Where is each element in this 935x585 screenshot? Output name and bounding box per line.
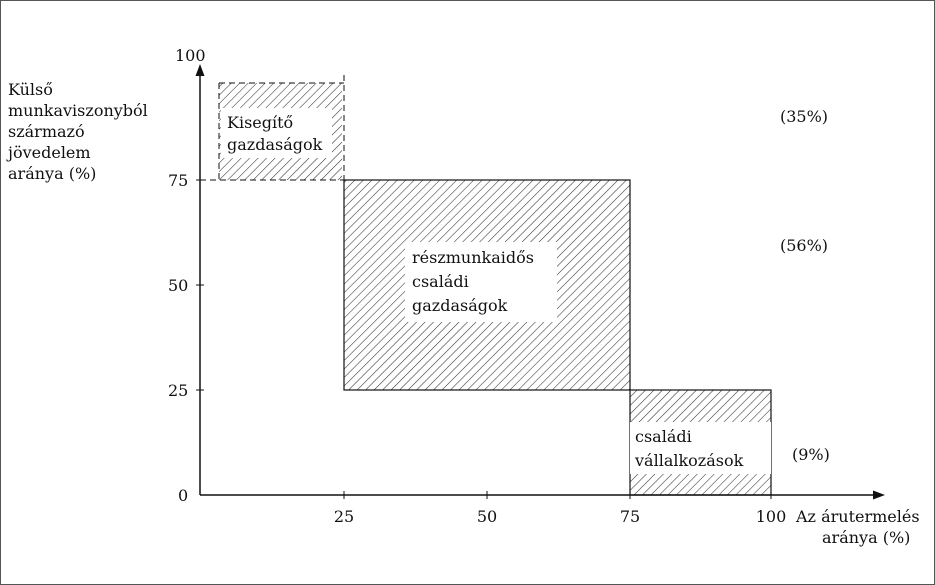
y-axis-title-line-2: munkaviszonyból [8,101,148,120]
y-axis-top-value: 100 [175,46,206,65]
y-tick-label-75: 75 [168,171,188,190]
region-reszmunkaidos-label-line-3: gazdaságok [412,296,508,315]
region-kisegito-label-line-2: gazdaságok [227,135,323,154]
y-axis-title-line-5: aránya (%) [8,164,96,183]
share-csaladi: (9%) [792,445,830,464]
share-kisegito: (35%) [780,107,828,126]
region-reszmunkaidos-label-line-2: családi [412,272,469,291]
x-tick-label-50: 50 [477,507,497,526]
x-axis-arrow-icon [873,490,885,500]
x-tick-label-25: 25 [334,507,354,526]
x-axis-title-line-1: Az árutermelés [795,507,920,526]
y-tick-label-0: 0 [178,486,188,505]
y-tick-label-50: 50 [168,276,188,295]
y-axis-title-line-1: Külső [8,80,53,99]
y-tick-label-25: 25 [168,381,188,400]
region-kisegito-label-line-1: Kisegítő [227,113,293,132]
y-axis-title: Külső munkaviszonyból származó jövedelem… [6,80,148,183]
region-reszmunkaidos-label-bg [405,242,557,322]
x-axis-title: Az árutermelés aránya (%) [795,507,920,547]
region-csaladi-label-bg [630,422,771,474]
region-kisegito-label-bg [221,108,332,158]
region-reszmunkaidos: részmunkaidős családi gazdaságok [343,179,631,391]
y-axis-title-line-3: származó [8,122,85,141]
region-csaladi-label-line-1: családi [635,427,692,446]
region-csaladi: családi vállalkozások [629,389,772,496]
region-csaladi-label-line-2: vállalkozások [634,451,744,470]
y-axis-arrow-icon [195,64,205,76]
y-axis-title-line-4: jövedelem [6,143,91,162]
region-reszmunkaidos-label-line-1: részmunkaidős [412,248,534,267]
x-tick-label-75: 75 [620,507,640,526]
region-kisegito: Kisegítő gazdaságok [219,83,342,180]
share-reszmunkaidos: (56%) [780,236,828,255]
x-axis-title-line-2: aránya (%) [822,528,910,547]
x-tick-label-100: 100 [756,507,787,526]
